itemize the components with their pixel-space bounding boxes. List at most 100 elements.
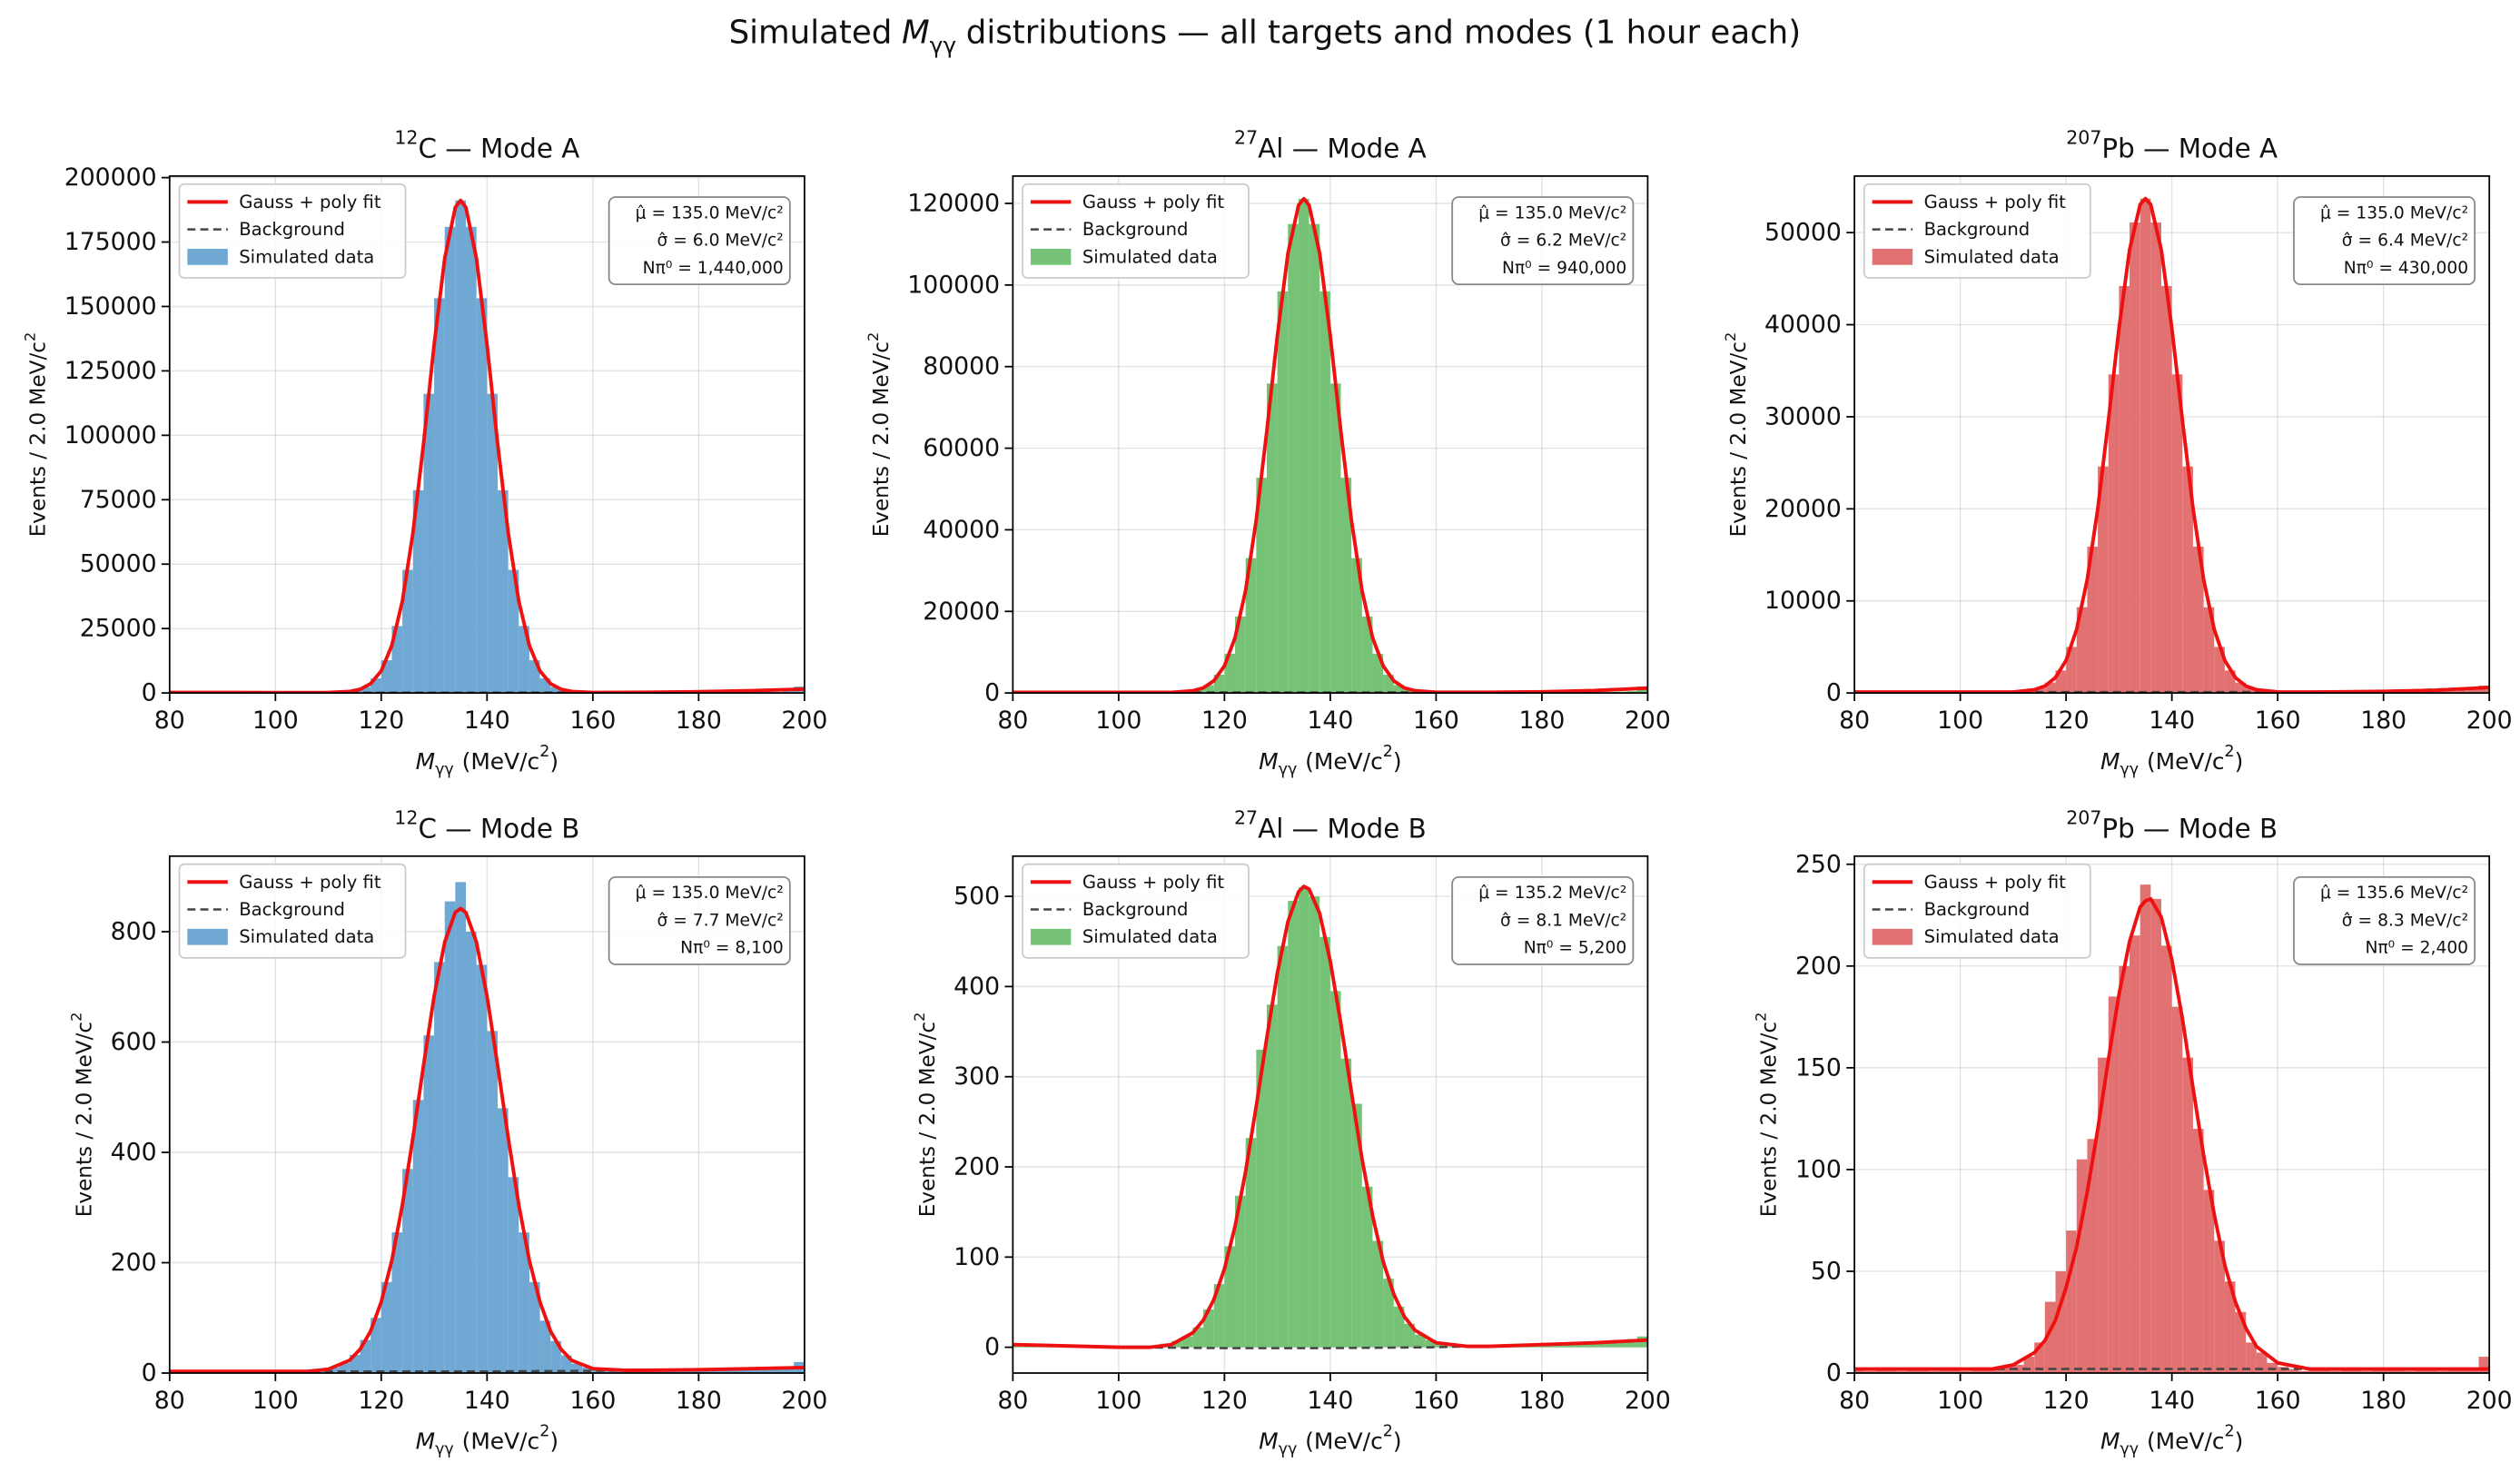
x-axis-label-part: ) <box>1393 1428 1402 1454</box>
histogram-bar <box>2161 945 2172 1374</box>
histogram-bar <box>1447 1346 1458 1348</box>
histogram-bar <box>1235 616 1246 694</box>
histogram-bar <box>603 1370 615 1374</box>
subplot-title-part: Al — Mode A <box>1258 133 1427 164</box>
histogram-bar <box>2362 1370 2374 1374</box>
histogram-bar <box>539 678 551 694</box>
subplot-title-part: 207 <box>2066 127 2101 149</box>
histogram-bar <box>2055 670 2067 694</box>
histogram-bar <box>1340 1058 1352 1348</box>
histogram-bar <box>550 687 561 694</box>
x-tick-label: 140 <box>464 706 510 735</box>
histogram-bar <box>391 1232 403 1374</box>
histogram-bar <box>2373 1368 2384 1374</box>
x-axis-label: Mγγ (MeV/c2) <box>416 1423 558 1459</box>
y-axis-label-part: Events / 2.0 MeV/c <box>73 1022 96 1217</box>
y-axis-label: Events / 2.0 MeV/c2 <box>865 332 894 538</box>
stats-line: Nπ⁰ = 940,000 <box>1502 259 1626 278</box>
x-tick-label: 180 <box>1518 706 1565 735</box>
x-axis-label-part: (MeV/c <box>462 1428 540 1454</box>
x-axis-label-part: M <box>1259 747 1278 774</box>
x-axis-label-part: 2 <box>2225 1423 2235 1441</box>
figure-title-part: distributions — all targets and modes (1… <box>966 14 1801 51</box>
histogram-bar <box>1393 685 1405 694</box>
legend-label: Background <box>1924 899 2031 920</box>
stats-line: σ̂ = 6.2 MeV/c² <box>1500 232 1626 251</box>
x-axis-label-part: M <box>416 1428 435 1454</box>
histogram-bar <box>508 1177 519 1374</box>
x-axis-label-part: γγ <box>1279 1441 1298 1459</box>
legend-box <box>1022 183 1250 279</box>
y-tick-label: 200 <box>111 1249 157 1277</box>
histogram-bar <box>2351 1368 2363 1374</box>
histogram-bar <box>2319 1368 2331 1374</box>
histogram-bar <box>2467 689 2479 694</box>
histogram-bar <box>1361 1186 1373 1348</box>
subplot-title-part: 12 <box>394 127 418 149</box>
x-tick-label: 100 <box>1937 706 1983 735</box>
subplot-title-part: Pb — Mode B <box>2101 814 2278 845</box>
histogram-bar <box>550 1340 561 1374</box>
y-tick-label: 75000 <box>80 486 157 514</box>
stats-line: μ̂ = 135.0 MeV/c² <box>636 884 784 903</box>
histogram-bar <box>2446 1368 2458 1374</box>
y-axis-label-part: Events / 2.0 MeV/c <box>916 1022 940 1217</box>
histogram-bar <box>360 687 371 694</box>
y-tick-label: 20000 <box>1764 495 1842 523</box>
histogram-bar <box>1181 1336 1193 1348</box>
subplot-title: 207Pb — Mode A <box>2066 127 2278 164</box>
x-axis-label-part: 2 <box>2225 743 2235 761</box>
histogram-bar <box>2066 1230 2077 1374</box>
subplot-title-part: C — Mode A <box>418 133 579 164</box>
legend-box <box>178 183 407 279</box>
legend-label: Simulated data <box>1924 246 2060 267</box>
x-tick-label: 120 <box>2043 1387 2090 1415</box>
histogram-bar <box>2214 647 2225 694</box>
x-tick-label: 180 <box>2360 1387 2406 1415</box>
histogram-bar <box>2404 1370 2416 1374</box>
histogram-bar <box>1949 1368 1961 1374</box>
histogram-bar <box>476 964 488 1374</box>
stats-box: μ̂ = 135.6 MeV/c² σ̂ = 8.3 MeV/c² Nπ⁰ = 2,… <box>2293 876 2476 965</box>
histogram-bar <box>2330 1370 2342 1374</box>
histogram-bar <box>2309 1368 2320 1374</box>
x-axis-label-part: M <box>1259 1428 1278 1454</box>
legend-swatch <box>1872 928 1913 945</box>
stats-box: μ̂ = 135.0 MeV/c² σ̂ = 7.7 MeV/c² Nπ⁰ = 8,… <box>608 876 791 965</box>
x-tick-label: 100 <box>252 1387 299 1415</box>
histogram-bar <box>762 1367 773 1374</box>
y-tick-label: 400 <box>111 1139 157 1167</box>
subplot: 80 100 120 140 160 180 200 0 100 200 300 400 500 27Al… <box>911 807 1671 1459</box>
histogram-bar <box>2023 1357 2035 1374</box>
plot-area <box>1854 884 2490 1374</box>
histogram-bar <box>2235 682 2247 694</box>
histogram-bar <box>1266 1004 1278 1348</box>
histogram-bar <box>349 1354 361 1374</box>
histogram-bar <box>2203 1190 2215 1374</box>
x-axis-label-part: ) <box>2235 747 2244 774</box>
subplot-title-part: C — Mode B <box>418 814 579 845</box>
x-axis-label: Mγγ (MeV/c2) <box>2100 743 2243 779</box>
x-tick-label: 120 <box>1201 1387 1248 1415</box>
axes-frame <box>168 175 805 695</box>
subplot-title: 27Al — Mode A <box>1234 127 1427 164</box>
y-tick-label: 200 <box>954 1153 1000 1181</box>
y-tick-label: 150 <box>1795 1053 1842 1082</box>
x-tick-label: 100 <box>1937 1387 1983 1415</box>
stats-line: μ̂ = 135.6 MeV/c² <box>2320 884 2468 903</box>
y-tick-label: 20000 <box>923 598 1000 626</box>
y-tick-label: 150000 <box>64 292 157 321</box>
x-tick-label: 160 <box>2255 1387 2301 1415</box>
y-tick-label: 500 <box>954 883 1000 911</box>
y-tick-label: 25000 <box>80 615 157 643</box>
subplot-title-part: 12 <box>394 807 418 829</box>
y-axis-label-part: Events / 2.0 MeV/c <box>1758 1022 1782 1217</box>
y-axis-label-part: Events / 2.0 MeV/c <box>27 341 51 537</box>
x-axis-label-part: 2 <box>539 743 549 761</box>
histogram-bar <box>1329 991 1341 1348</box>
stats-line: σ̂ = 8.3 MeV/c² <box>2342 911 2468 930</box>
histogram-bar <box>1918 1368 1929 1374</box>
histogram-bar <box>2415 1368 2426 1374</box>
histogram-bar <box>2150 222 2162 694</box>
histogram-bar <box>2436 691 2447 694</box>
